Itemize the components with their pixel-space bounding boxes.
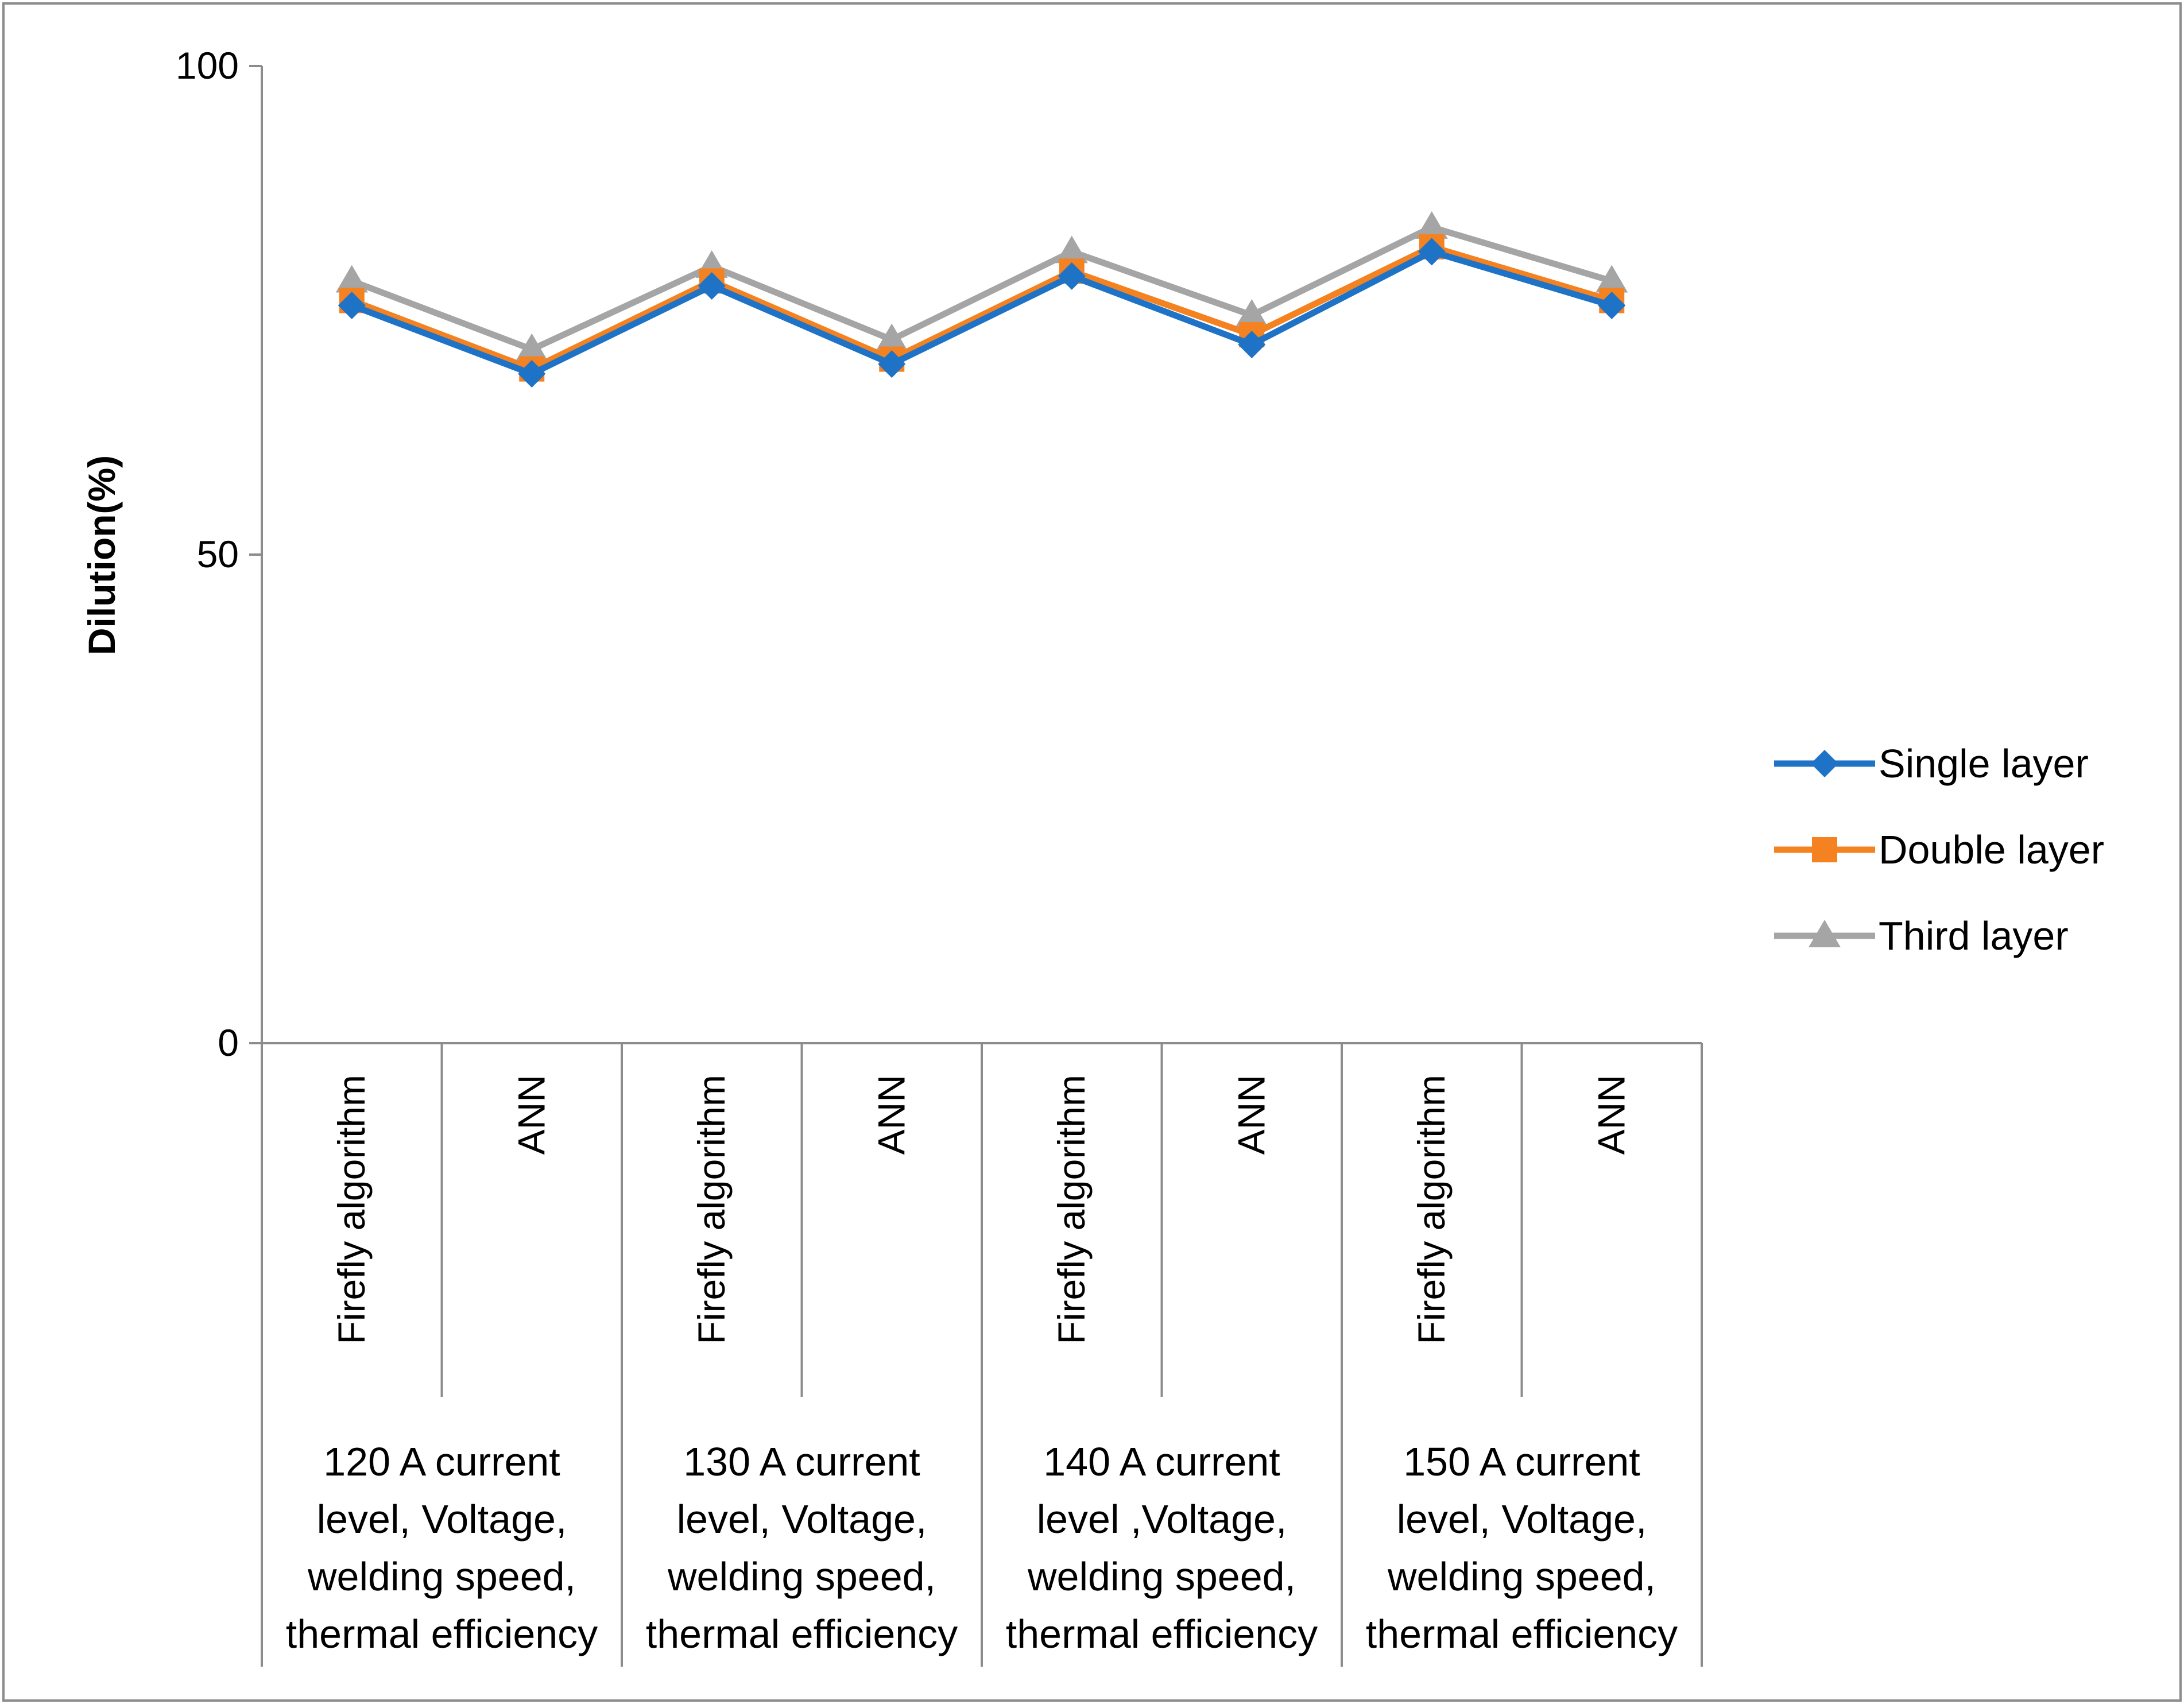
group-label-line: level, Voltage,: [1397, 1497, 1647, 1542]
group-label-line: level ,Voltage,: [1037, 1497, 1287, 1542]
data-point: [518, 360, 546, 388]
group-label: 150 A current level, Voltage, welding spee…: [1366, 1439, 1678, 1656]
group-label: 140 A current level ,Voltage, welding spee…: [1006, 1439, 1318, 1656]
category-label: ANN: [1230, 1075, 1272, 1155]
series-line: [348, 243, 1615, 373]
y-axis-label: Dilution(%): [80, 455, 123, 655]
data-point: [1596, 265, 1628, 293]
y-tick-label: 100: [176, 44, 239, 87]
group-label-line: 130 A current: [683, 1439, 920, 1484]
y-tick-label: 50: [197, 533, 239, 575]
legend-marker: [1811, 750, 1838, 777]
category-label: ANN: [1590, 1075, 1632, 1155]
category-label: ANN: [510, 1075, 552, 1155]
group-label-line: thermal efficiency: [1366, 1612, 1678, 1656]
legend-item: Third layer: [1774, 913, 2069, 958]
data-point: [338, 291, 366, 319]
data-point: [1598, 291, 1626, 319]
legend-label: Single layer: [1879, 741, 2089, 786]
data-point: [1058, 262, 1086, 290]
legend-marker: [1809, 920, 1841, 947]
legend: Single layer Double layer Third layer: [1774, 741, 2104, 958]
group-label-line: welding speed,: [667, 1554, 936, 1599]
group-label-line: thermal efficiency: [1006, 1612, 1318, 1656]
group-label: 120 A current level, Voltage, welding spee…: [286, 1439, 598, 1656]
data-point: [1415, 211, 1448, 239]
plot-area: 0 50 100 Firefly algorithm ANN Firefly algori…: [176, 44, 2104, 1667]
legend-label: Double layer: [1879, 827, 2104, 872]
group-label-line: welding speed,: [1387, 1554, 1656, 1599]
data-point: [1236, 299, 1268, 327]
category-label: Firefly algorithm: [1050, 1075, 1093, 1344]
group-label-line: welding speed,: [1027, 1554, 1296, 1599]
category-label: Firefly algorithm: [1410, 1075, 1453, 1344]
category-label: ANN: [870, 1075, 912, 1155]
group-label-line: level, Voltage,: [317, 1497, 567, 1542]
data-point: [516, 333, 548, 361]
data-point: [698, 272, 726, 300]
category-label: Firefly algorithm: [330, 1075, 373, 1344]
series-line: [348, 224, 1615, 353]
data-point: [1238, 331, 1266, 359]
group-label-line: 140 A current: [1043, 1439, 1280, 1484]
data-point: [876, 323, 908, 351]
legend-item: Single layer: [1774, 741, 2089, 786]
group-label-line: 120 A current: [323, 1439, 560, 1484]
group-label-line: thermal efficiency: [646, 1612, 958, 1656]
group-label-line: welding speed,: [307, 1554, 576, 1599]
category-label: Firefly algorithm: [690, 1075, 733, 1344]
legend-marker: [1812, 837, 1837, 862]
series-single-layer: [338, 238, 1626, 388]
group-label-line: thermal efficiency: [286, 1612, 598, 1656]
series-line: [348, 248, 1615, 377]
group-label-line: 150 A current: [1403, 1439, 1640, 1484]
data-point: [1418, 238, 1446, 266]
data-point: [878, 350, 906, 378]
group-label-line: level, Voltage,: [677, 1497, 927, 1542]
legend-label: Third layer: [1879, 913, 2069, 958]
group-label: 130 A current level, Voltage, welding spee…: [646, 1439, 958, 1656]
y-tick-label: 0: [218, 1021, 239, 1064]
data-point: [1055, 235, 1088, 264]
legend-item: Double layer: [1774, 827, 2104, 872]
data-point: [335, 265, 368, 293]
